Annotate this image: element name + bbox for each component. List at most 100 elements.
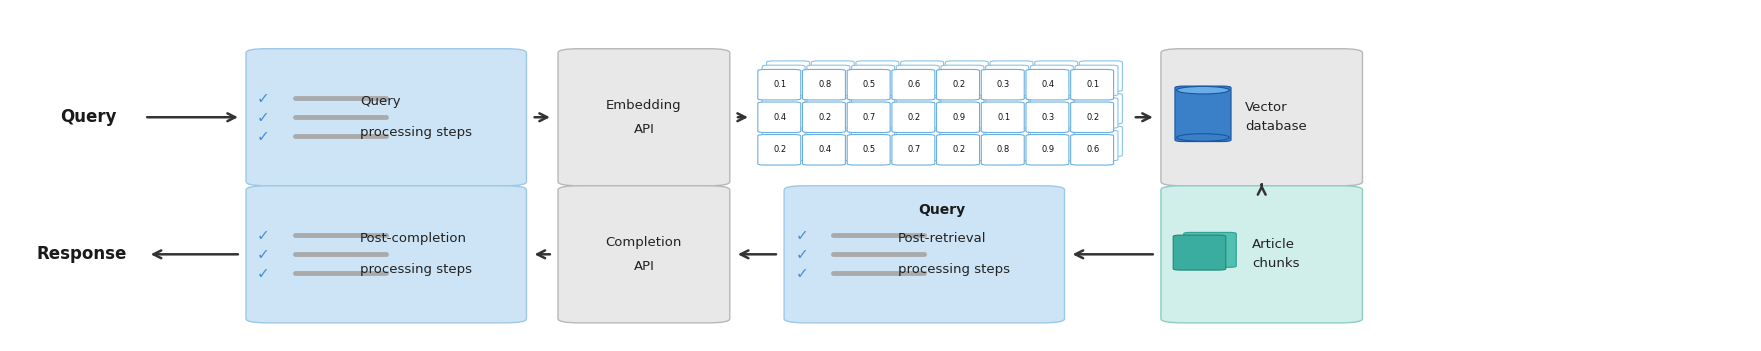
FancyBboxPatch shape <box>1074 98 1118 128</box>
Text: 0.2: 0.2 <box>953 145 965 154</box>
Text: 0.4: 0.4 <box>1043 80 1055 89</box>
Text: 0.2: 0.2 <box>819 113 831 122</box>
FancyBboxPatch shape <box>803 69 845 100</box>
FancyBboxPatch shape <box>247 49 527 186</box>
Text: chunks: chunks <box>1252 257 1300 270</box>
FancyBboxPatch shape <box>1030 65 1072 96</box>
Text: processing steps: processing steps <box>359 263 472 276</box>
FancyBboxPatch shape <box>558 186 729 323</box>
Text: Query: Query <box>359 95 400 108</box>
FancyBboxPatch shape <box>1079 126 1122 157</box>
FancyBboxPatch shape <box>896 130 939 161</box>
FancyBboxPatch shape <box>766 61 810 91</box>
Text: 0.3: 0.3 <box>997 80 1011 89</box>
FancyBboxPatch shape <box>1030 98 1072 128</box>
FancyBboxPatch shape <box>812 126 854 157</box>
Text: 0.6: 0.6 <box>907 80 921 89</box>
Text: ✓: ✓ <box>796 247 808 262</box>
FancyBboxPatch shape <box>812 61 854 91</box>
FancyBboxPatch shape <box>990 61 1034 91</box>
Text: 0.2: 0.2 <box>1087 113 1099 122</box>
FancyBboxPatch shape <box>946 126 988 157</box>
Text: 0.5: 0.5 <box>863 145 877 154</box>
FancyBboxPatch shape <box>847 134 889 165</box>
FancyBboxPatch shape <box>247 186 527 323</box>
Text: Post-retrieval: Post-retrieval <box>898 232 986 245</box>
FancyBboxPatch shape <box>1071 69 1113 100</box>
FancyBboxPatch shape <box>1027 69 1069 100</box>
Text: 0.1: 0.1 <box>997 113 1011 122</box>
FancyBboxPatch shape <box>803 102 845 132</box>
FancyBboxPatch shape <box>937 134 979 165</box>
FancyBboxPatch shape <box>1035 93 1078 124</box>
FancyBboxPatch shape <box>1074 65 1118 96</box>
FancyBboxPatch shape <box>981 102 1025 132</box>
Text: ✓: ✓ <box>257 91 269 106</box>
FancyBboxPatch shape <box>784 186 1065 323</box>
FancyBboxPatch shape <box>900 93 944 124</box>
FancyBboxPatch shape <box>1030 130 1072 161</box>
FancyBboxPatch shape <box>852 98 895 128</box>
Text: 0.2: 0.2 <box>773 145 787 154</box>
Text: Post-completion: Post-completion <box>359 232 467 245</box>
FancyBboxPatch shape <box>1160 49 1363 186</box>
Text: 0.8: 0.8 <box>997 145 1011 154</box>
FancyBboxPatch shape <box>807 130 851 161</box>
FancyBboxPatch shape <box>940 65 984 96</box>
FancyBboxPatch shape <box>990 93 1034 124</box>
FancyBboxPatch shape <box>852 130 895 161</box>
FancyBboxPatch shape <box>1079 61 1122 91</box>
FancyBboxPatch shape <box>1079 93 1122 124</box>
FancyBboxPatch shape <box>1035 126 1078 157</box>
Text: database: database <box>1245 120 1307 133</box>
Text: 0.7: 0.7 <box>907 145 921 154</box>
FancyBboxPatch shape <box>900 61 944 91</box>
Text: ✓: ✓ <box>257 266 269 281</box>
FancyBboxPatch shape <box>986 65 1028 96</box>
Text: ✓: ✓ <box>257 247 269 262</box>
FancyBboxPatch shape <box>891 134 935 165</box>
Text: processing steps: processing steps <box>898 263 1011 276</box>
Text: 0.5: 0.5 <box>863 80 877 89</box>
Text: 0.4: 0.4 <box>773 113 787 122</box>
Text: 0.2: 0.2 <box>907 113 921 122</box>
Text: 0.4: 0.4 <box>819 145 831 154</box>
FancyBboxPatch shape <box>766 93 810 124</box>
Text: 0.6: 0.6 <box>1087 145 1099 154</box>
Text: 0.7: 0.7 <box>863 113 877 122</box>
FancyBboxPatch shape <box>807 65 851 96</box>
Text: Completion: Completion <box>606 236 682 249</box>
FancyBboxPatch shape <box>1027 134 1069 165</box>
FancyBboxPatch shape <box>558 49 729 186</box>
Text: Embedding: Embedding <box>606 99 682 112</box>
FancyBboxPatch shape <box>986 98 1028 128</box>
Text: ✓: ✓ <box>257 128 269 144</box>
FancyBboxPatch shape <box>766 126 810 157</box>
FancyBboxPatch shape <box>891 69 935 100</box>
FancyBboxPatch shape <box>856 126 898 157</box>
FancyBboxPatch shape <box>937 102 979 132</box>
FancyBboxPatch shape <box>763 98 805 128</box>
Text: 0.8: 0.8 <box>819 80 831 89</box>
FancyBboxPatch shape <box>1183 232 1236 267</box>
FancyBboxPatch shape <box>807 98 851 128</box>
Text: 0.1: 0.1 <box>773 80 787 89</box>
Text: 0.3: 0.3 <box>1043 113 1055 122</box>
FancyBboxPatch shape <box>990 126 1034 157</box>
FancyBboxPatch shape <box>1071 134 1113 165</box>
FancyBboxPatch shape <box>763 130 805 161</box>
Text: ✓: ✓ <box>257 228 269 243</box>
Ellipse shape <box>1176 134 1229 141</box>
Text: Response: Response <box>35 245 127 263</box>
Text: ✓: ✓ <box>796 228 808 243</box>
FancyBboxPatch shape <box>1160 186 1363 323</box>
FancyBboxPatch shape <box>856 61 898 91</box>
FancyBboxPatch shape <box>1027 102 1069 132</box>
FancyBboxPatch shape <box>937 69 979 100</box>
Text: API: API <box>634 123 655 136</box>
FancyBboxPatch shape <box>847 102 889 132</box>
Text: 0.1: 0.1 <box>1087 80 1099 89</box>
Text: Query: Query <box>917 203 965 217</box>
FancyBboxPatch shape <box>757 69 801 100</box>
FancyBboxPatch shape <box>852 65 895 96</box>
